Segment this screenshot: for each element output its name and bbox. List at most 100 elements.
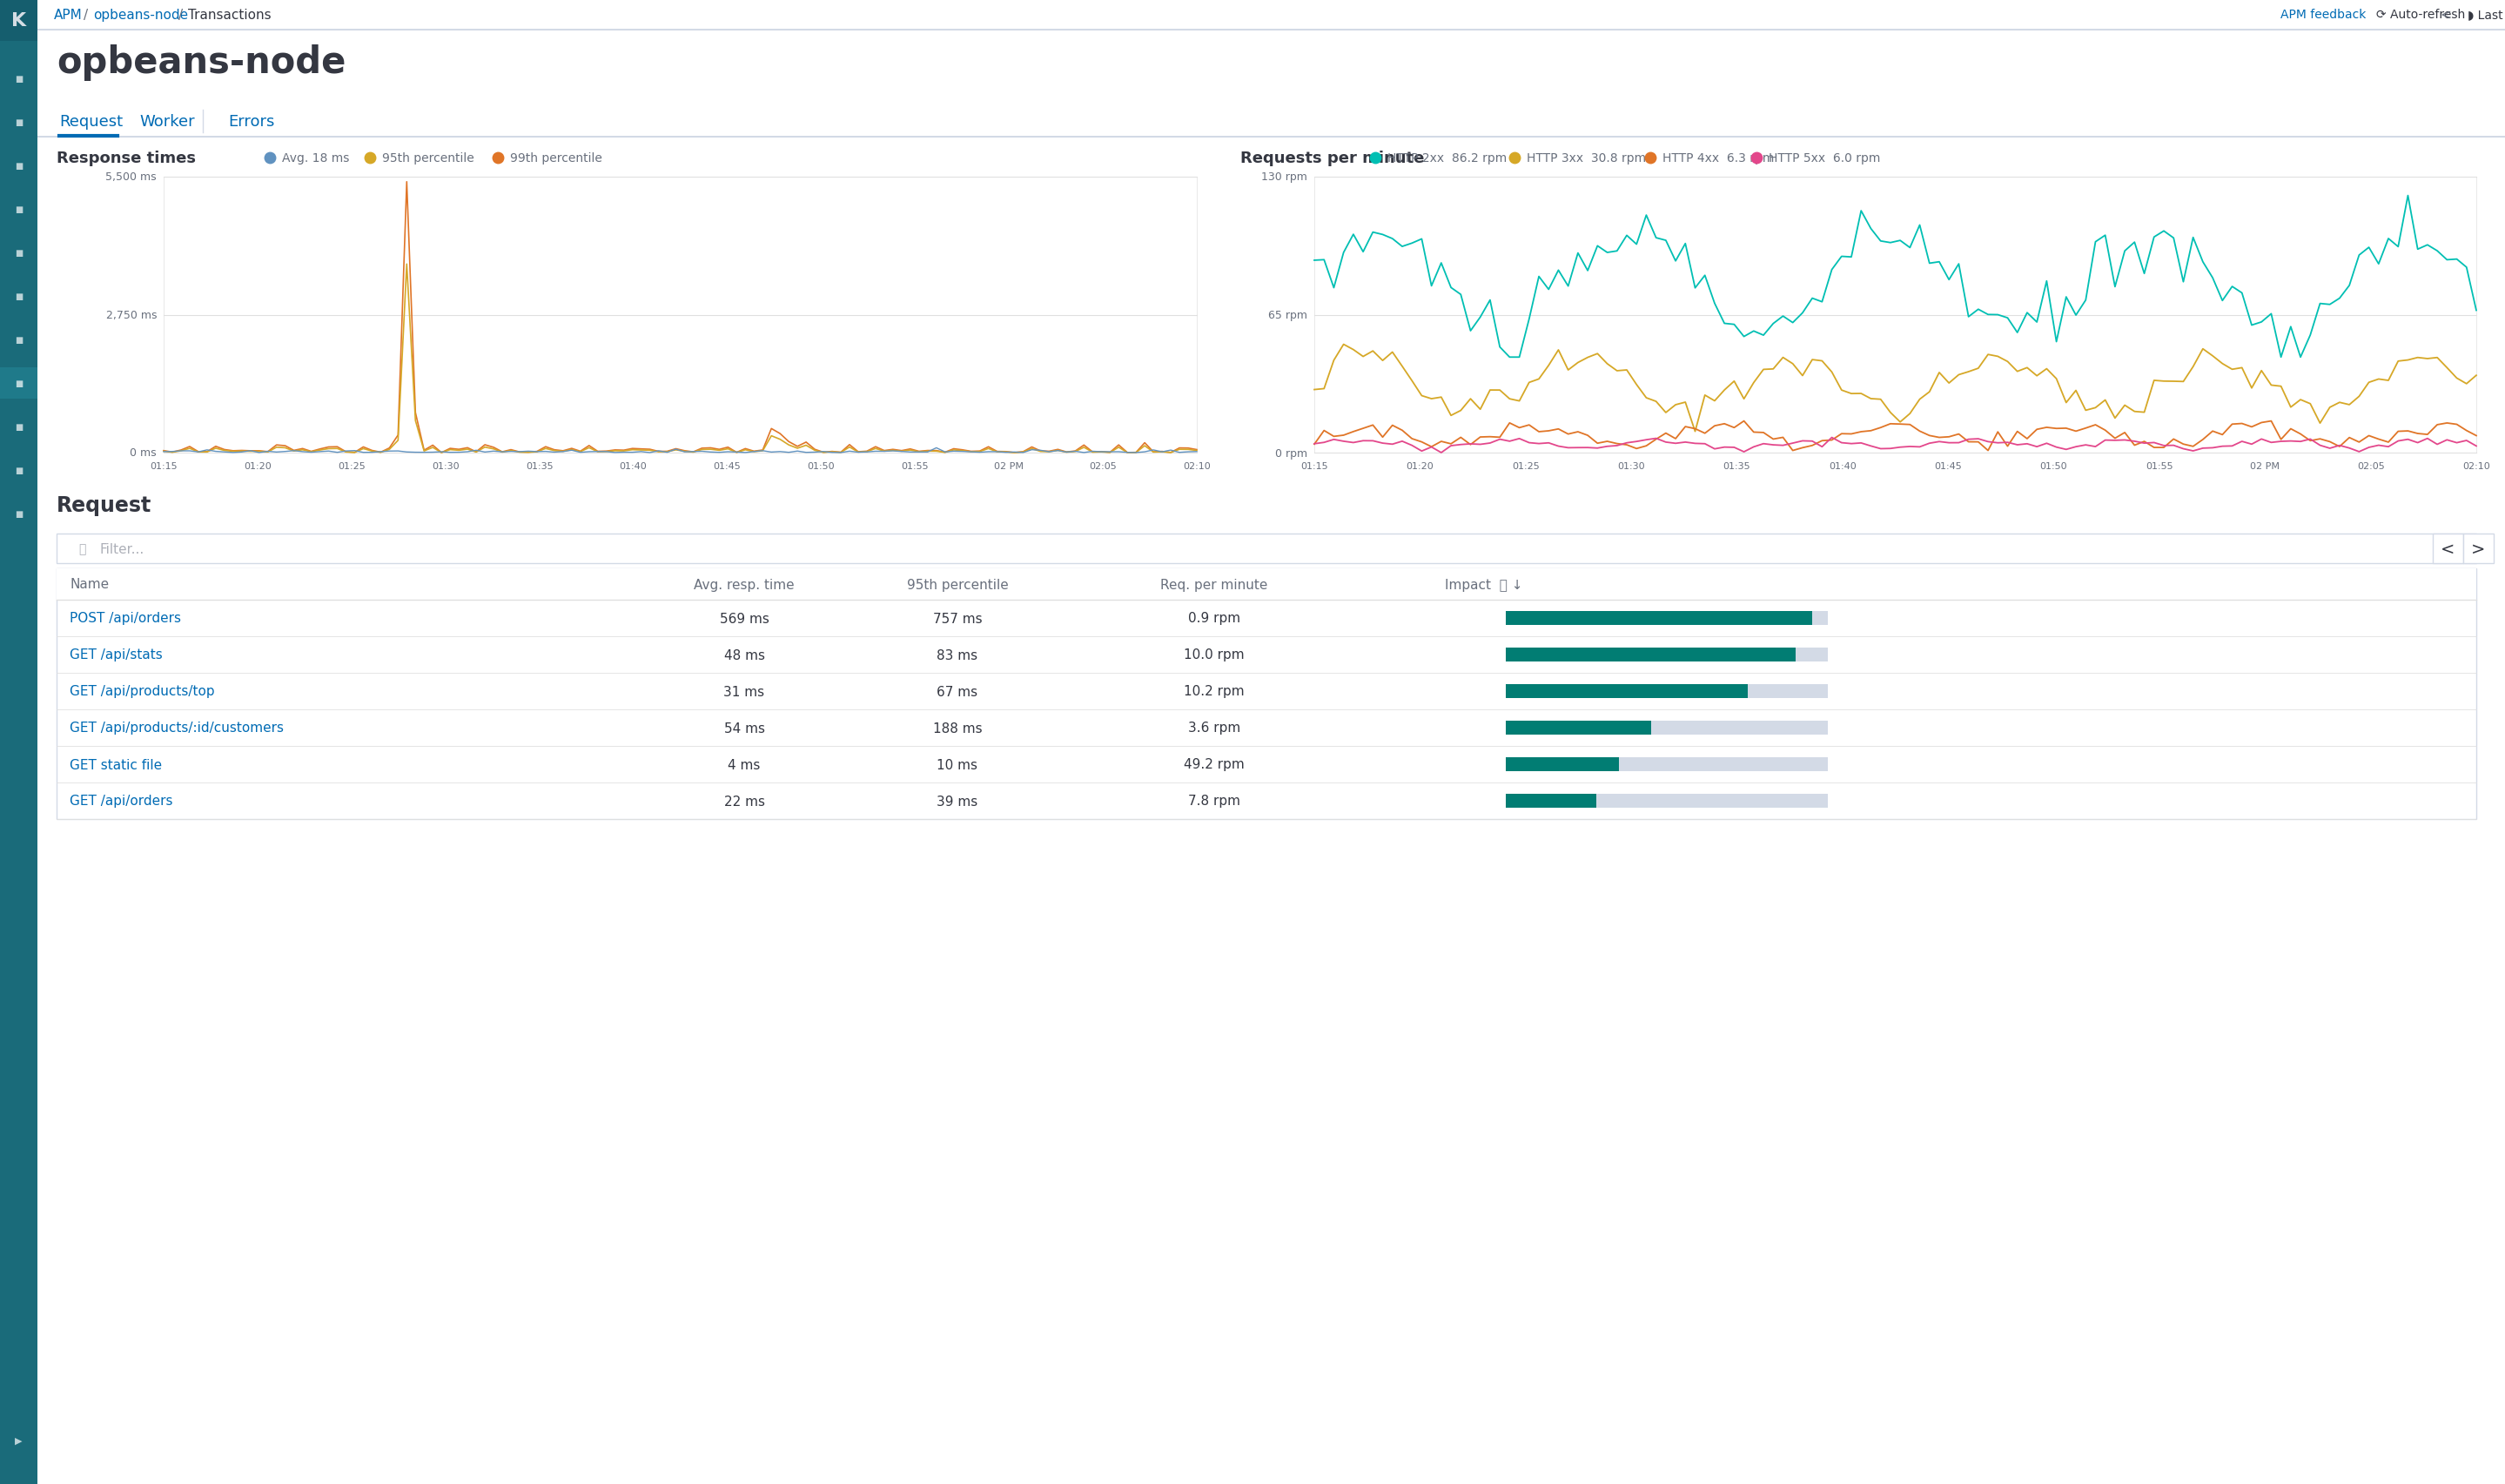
Text: Avg. resp. time: Avg. resp. time	[694, 579, 794, 591]
Text: Name: Name	[70, 579, 108, 591]
Text: 01:20: 01:20	[1405, 462, 1433, 470]
Text: 01:55: 01:55	[902, 462, 929, 470]
Text: 2,750 ms: 2,750 ms	[105, 310, 158, 321]
Text: 48 ms: 48 ms	[724, 649, 764, 662]
Bar	[1506, 611, 1829, 625]
Bar	[38, 30, 2505, 110]
Text: ■: ■	[15, 380, 23, 387]
Text: GET static file: GET static file	[70, 758, 163, 772]
Text: 01:30: 01:30	[1618, 462, 1646, 470]
Bar	[1506, 758, 1829, 772]
Bar	[163, 178, 1197, 453]
Text: APM feedback: APM feedback	[2280, 9, 2367, 21]
Text: 569 ms: 569 ms	[719, 611, 769, 625]
Text: 01:55: 01:55	[2147, 462, 2174, 470]
Text: 01:50: 01:50	[807, 462, 834, 470]
Text: Impact  ⓘ ↓: Impact ⓘ ↓	[1445, 579, 1523, 591]
Text: ◗ Last 1 hour: ◗ Last 1 hour	[2467, 9, 2505, 21]
Text: >: >	[2470, 540, 2485, 556]
Text: 02:05: 02:05	[2357, 462, 2385, 470]
Text: 10.0 rpm: 10.0 rpm	[1185, 649, 1245, 662]
Text: 02:10: 02:10	[2462, 462, 2490, 470]
Text: 54 ms: 54 ms	[724, 721, 764, 735]
Text: HTTP 4xx  6.3 rpm: HTTP 4xx 6.3 rpm	[1663, 153, 1774, 165]
Text: 01:15: 01:15	[150, 462, 178, 470]
Text: Requests per minute: Requests per minute	[1240, 150, 1425, 166]
Bar	[38, 482, 2505, 527]
Text: Filter...: Filter...	[100, 542, 145, 555]
Text: opbeans-node: opbeans-node	[58, 45, 346, 82]
Text: K: K	[10, 12, 25, 30]
Text: 130 rpm: 130 rpm	[1263, 172, 1308, 183]
Text: 01:40: 01:40	[1829, 462, 1856, 470]
Text: opbeans-node: opbeans-node	[93, 9, 188, 21]
Text: 02 PM: 02 PM	[2249, 462, 2280, 470]
Text: ■: ■	[15, 249, 23, 258]
Text: 🔍: 🔍	[78, 543, 85, 555]
Bar	[2462, 534, 2492, 564]
Text: Response times: Response times	[58, 150, 195, 166]
Text: 39 ms: 39 ms	[937, 794, 977, 807]
Text: ⟳ Auto-refresh: ⟳ Auto-refresh	[2377, 9, 2465, 21]
Bar	[1506, 649, 1829, 662]
Text: ■: ■	[15, 162, 23, 171]
Text: 01:25: 01:25	[338, 462, 366, 470]
Bar	[1506, 721, 1829, 735]
Text: ■: ■	[15, 74, 23, 83]
Bar	[38, 0, 2505, 30]
Text: 5,500 ms: 5,500 ms	[105, 172, 158, 183]
Text: ▶: ▶	[15, 1437, 23, 1445]
Text: 0 rpm: 0 rpm	[1275, 448, 1308, 459]
Bar	[1506, 758, 1618, 772]
Text: ■: ■	[15, 292, 23, 301]
Text: 95th percentile: 95th percentile	[907, 579, 1007, 591]
Text: 0 ms: 0 ms	[130, 448, 158, 459]
Text: 4 ms: 4 ms	[729, 758, 762, 772]
Text: <: <	[2440, 540, 2455, 556]
Text: 3.6 rpm: 3.6 rpm	[1187, 721, 1240, 735]
Text: 01:20: 01:20	[243, 462, 271, 470]
Text: 95th percentile: 95th percentile	[383, 153, 473, 165]
Bar	[1506, 611, 1811, 625]
Bar	[1506, 684, 1829, 699]
Bar	[0, 0, 38, 42]
Text: Errors: Errors	[228, 114, 276, 129]
Text: 01:35: 01:35	[526, 462, 554, 470]
Text: 02:05: 02:05	[1090, 462, 1117, 470]
Text: 01:40: 01:40	[619, 462, 646, 470]
Text: 49.2 rpm: 49.2 rpm	[1185, 758, 1245, 772]
Bar	[58, 568, 2477, 819]
Text: <: <	[2440, 9, 2452, 21]
Text: Req. per minute: Req. per minute	[1160, 579, 1268, 591]
Text: 188 ms: 188 ms	[932, 721, 982, 735]
Text: 7.8 rpm: 7.8 rpm	[1187, 794, 1240, 807]
Bar	[1506, 721, 1651, 735]
Bar	[58, 568, 2477, 600]
Text: 22 ms: 22 ms	[724, 794, 764, 807]
Text: HTTP 3xx  30.8 rpm: HTTP 3xx 30.8 rpm	[1526, 153, 1646, 165]
Text: 67 ms: 67 ms	[937, 686, 977, 697]
Bar	[58, 534, 2477, 564]
Bar	[38, 108, 2505, 138]
Text: HTTP 5xx  6.0 rpm: HTTP 5xx 6.0 rpm	[1769, 153, 1881, 165]
Bar	[1506, 794, 1829, 809]
Bar	[1315, 178, 2477, 453]
Text: 01:45: 01:45	[1934, 462, 1961, 470]
Text: ■: ■	[15, 423, 23, 432]
Text: Worker: Worker	[140, 114, 195, 129]
Text: ■: ■	[15, 119, 23, 128]
Bar	[1506, 649, 1796, 662]
Text: 02 PM: 02 PM	[994, 462, 1025, 470]
Bar	[38, 144, 2505, 479]
Text: /: /	[83, 9, 88, 21]
Text: 01:35: 01:35	[1723, 462, 1751, 470]
Text: 02:10: 02:10	[1182, 462, 1210, 470]
Text: 0.9 rpm: 0.9 rpm	[1187, 611, 1240, 625]
Text: 99th percentile: 99th percentile	[511, 153, 601, 165]
Text: GET /api/stats: GET /api/stats	[70, 649, 163, 662]
Text: 757 ms: 757 ms	[932, 611, 982, 625]
Text: Request: Request	[60, 114, 123, 129]
Text: GET /api/products/top: GET /api/products/top	[70, 686, 215, 697]
Text: ■: ■	[15, 335, 23, 344]
Text: APM: APM	[55, 9, 83, 21]
